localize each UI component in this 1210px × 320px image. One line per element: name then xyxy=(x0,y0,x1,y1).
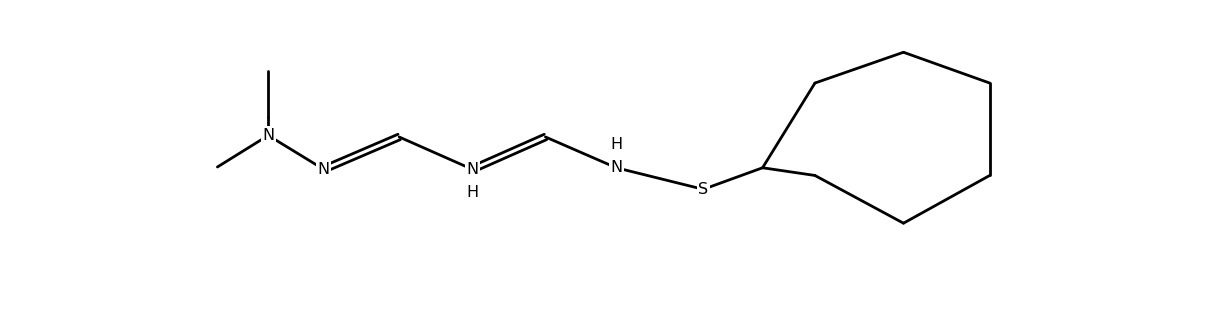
Text: S: S xyxy=(698,182,708,197)
Text: N: N xyxy=(466,162,478,177)
Text: N: N xyxy=(610,160,622,175)
Text: N: N xyxy=(263,128,275,143)
Text: H: H xyxy=(466,185,478,200)
Text: N: N xyxy=(317,162,330,177)
Text: H: H xyxy=(610,137,622,152)
